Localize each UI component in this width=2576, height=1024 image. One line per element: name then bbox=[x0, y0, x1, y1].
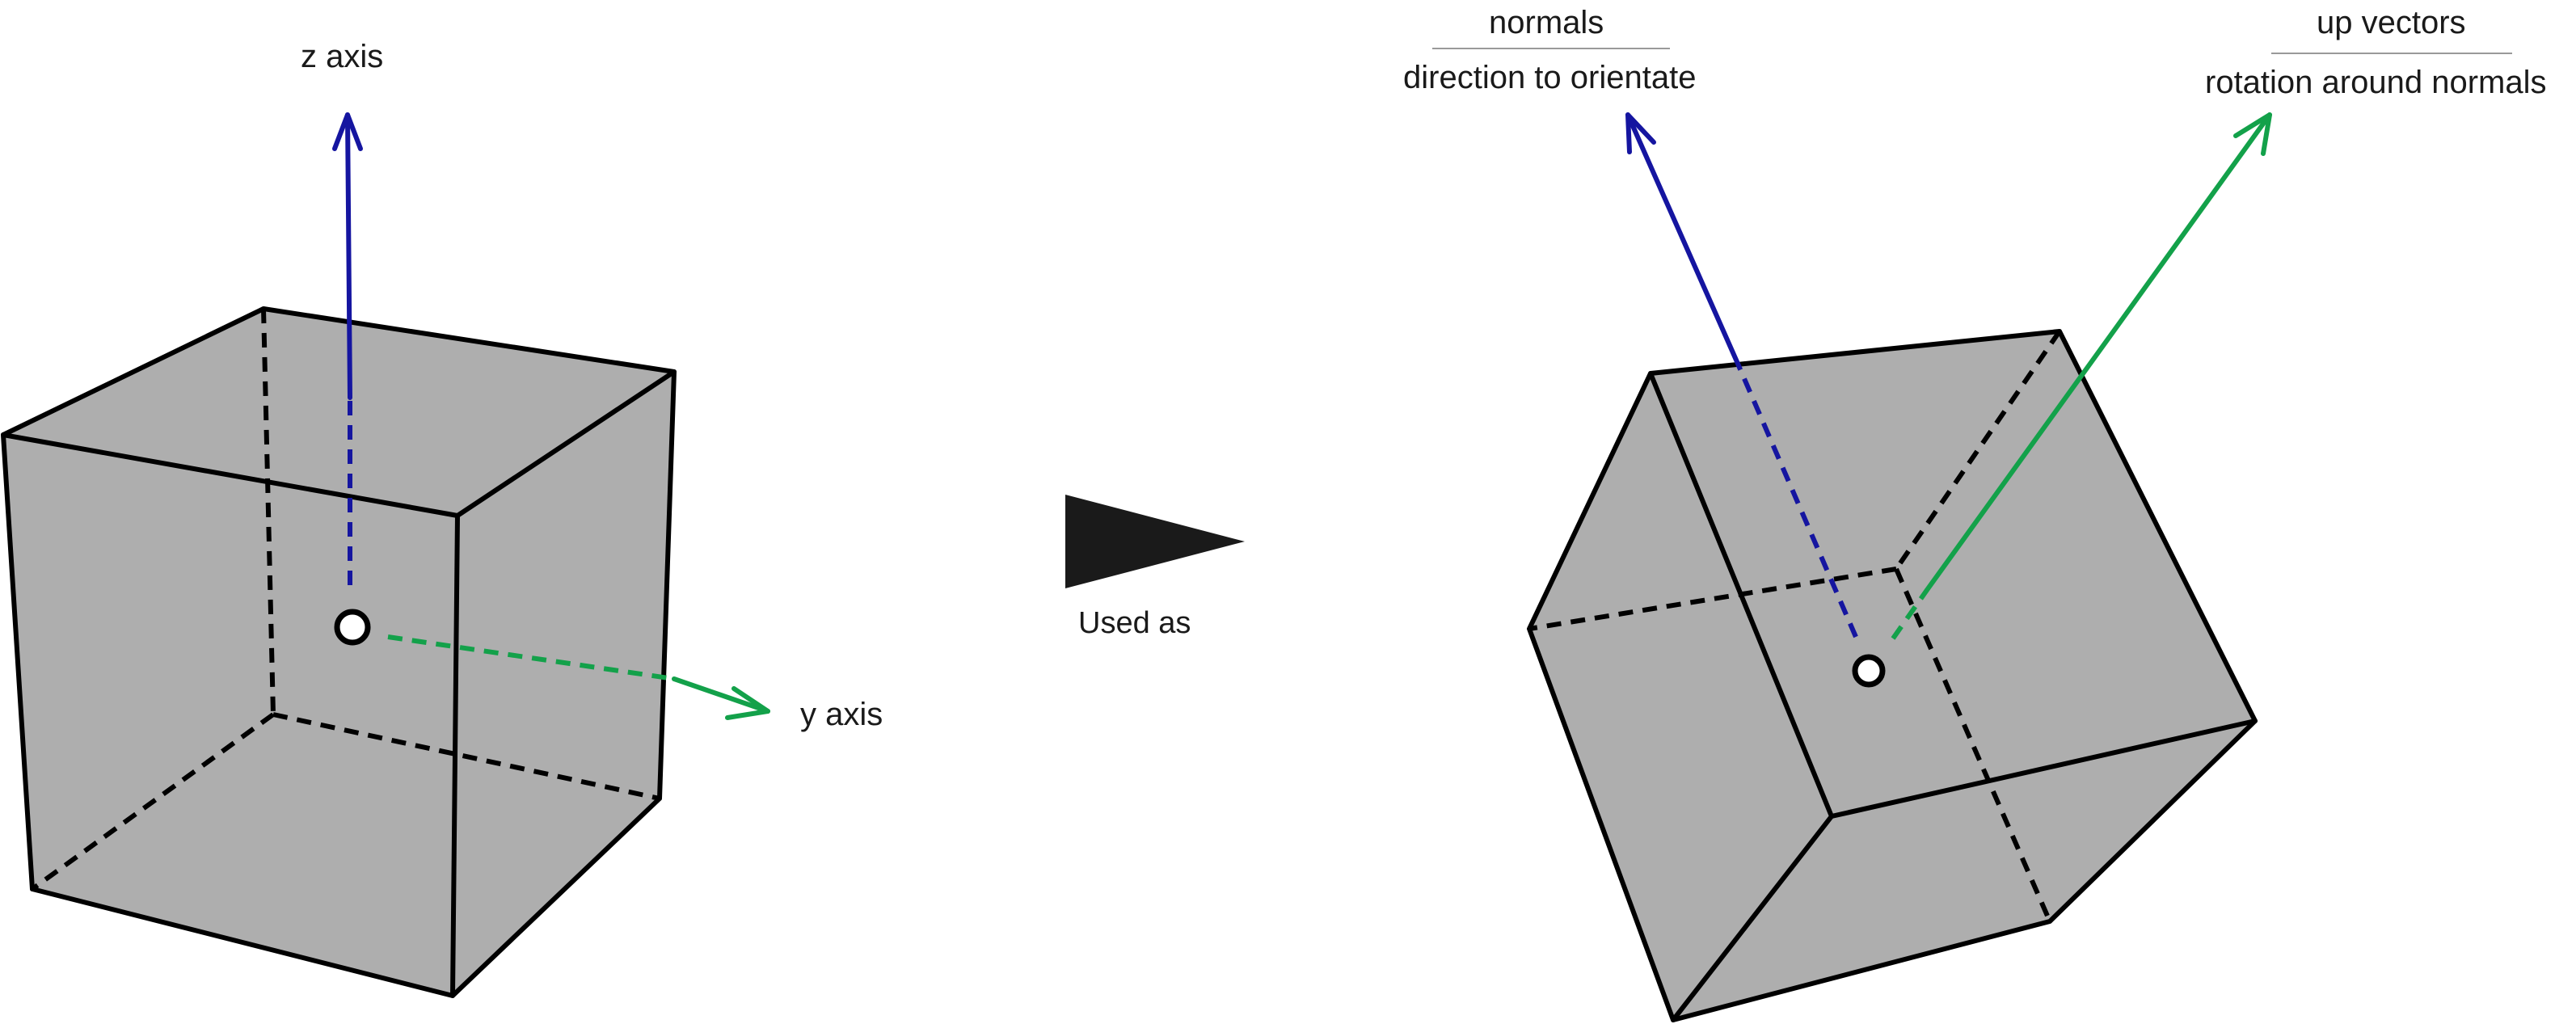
up-vectors-arrow bbox=[1925, 112, 2272, 592]
normals-arrow bbox=[1625, 112, 1740, 366]
left-cube-edge bbox=[1, 432, 460, 518]
y-axis-arrowhead bbox=[725, 686, 770, 720]
y-axis-label: y axis bbox=[800, 697, 883, 732]
y-axis-arrow bbox=[672, 676, 770, 714]
left-origin-point bbox=[334, 609, 371, 646]
left-cube-hidden-edge bbox=[272, 712, 660, 801]
normals-hidden bbox=[1735, 362, 1858, 638]
left-cube-silhouette bbox=[3, 309, 674, 996]
up-vectors-hidden bbox=[1891, 588, 1929, 640]
right-cube-edge bbox=[1671, 814, 1834, 1022]
up-vectors-caption: rotation around normals bbox=[2205, 65, 2547, 100]
left-cube bbox=[1, 112, 770, 998]
z-axis-arrow bbox=[345, 112, 352, 400]
z-axis-arrowhead bbox=[332, 112, 363, 151]
z-axis-label: z axis bbox=[301, 39, 384, 74]
normals-arrowhead bbox=[1625, 112, 1656, 154]
left-cube-outline bbox=[1, 306, 677, 998]
normals-caption: direction to orientate bbox=[1403, 60, 1697, 95]
right-cube bbox=[1527, 112, 2272, 1022]
right-cube-outline bbox=[1527, 329, 2258, 1022]
left-cube-edge bbox=[455, 369, 677, 518]
right-cube-silhouette bbox=[1529, 331, 2255, 1020]
used-as-label: Used as bbox=[1078, 606, 1191, 640]
right-cube-edge bbox=[1829, 718, 2258, 819]
up-vectors-label: up vectors bbox=[2317, 5, 2466, 40]
right-cube-hidden-edge bbox=[1528, 567, 1897, 631]
left-cube-edge bbox=[450, 513, 460, 998]
right-cube-edge bbox=[1648, 371, 1834, 819]
triangle-right-icon bbox=[1065, 495, 1245, 588]
right-cube-hidden-edge bbox=[1894, 567, 2052, 923]
up-vectors-arrowhead bbox=[2233, 112, 2272, 156]
left-cube-hidden-edge bbox=[31, 712, 275, 891]
normals-label: normals bbox=[1489, 5, 1604, 40]
right-origin-point bbox=[1852, 654, 1886, 688]
left-cube-hidden-edge bbox=[261, 308, 276, 715]
